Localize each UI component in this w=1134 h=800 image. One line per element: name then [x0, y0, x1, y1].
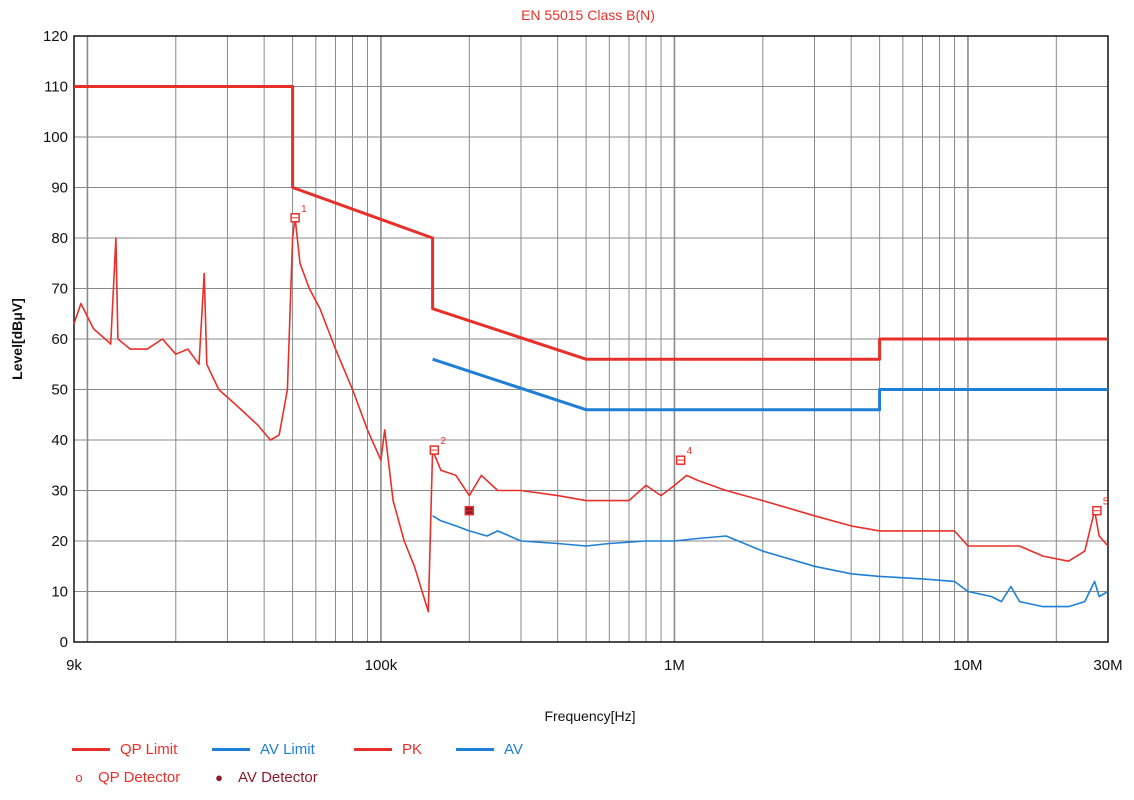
series-line-qp-limit: [74, 85, 1108, 361]
legend-label: QP Limit: [120, 741, 178, 758]
y-axis-ticks: 0 10 20 30 40 50 60 70 80 90 100 110 120: [43, 28, 68, 651]
legend-item-pk: PK: [354, 741, 422, 758]
x-axis-label: Frequency[Hz]: [544, 708, 635, 724]
x-tick-label: 9k: [66, 657, 82, 674]
y-tick-label: 80: [51, 230, 68, 247]
legend-label: PK: [402, 741, 423, 758]
chart-legend: QP Limit AV Limit PK AV o QP Detector ● AV Dete…: [72, 741, 632, 797]
x-tick-label: 1M: [664, 657, 685, 674]
x-tick-label: 100k: [365, 657, 398, 674]
legend-item-qp-detector: o QP Detector: [72, 769, 180, 786]
y-axis-label: Level[dBμV]: [9, 298, 25, 380]
y-tick-label: 120: [43, 28, 68, 45]
y-tick-label: 30: [51, 483, 68, 500]
legend-line-swatch: [212, 748, 250, 751]
marker-label: 4: [687, 446, 693, 457]
y-tick-label: 20: [51, 533, 68, 550]
y-tick-label: 100: [43, 129, 68, 146]
y-tick-label: 50: [51, 382, 68, 399]
legend-item-qp-limit: QP Limit: [72, 741, 177, 758]
y-tick-label: 10: [51, 584, 68, 601]
marker-label: 2: [440, 436, 446, 447]
marker-label: 1: [301, 204, 307, 215]
series-line-av-limit: [432, 357, 1108, 412]
y-tick-label: 0: [60, 634, 68, 651]
series-line-av: [432, 515, 1109, 608]
legend-line-swatch: [354, 748, 392, 751]
legend-label: AV Detector: [238, 769, 318, 786]
x-tick-label: 10M: [953, 657, 982, 674]
legend-label: AV Limit: [260, 741, 315, 758]
chart-title: EN 55015 Class B(N): [521, 7, 655, 23]
detector-markers: 1 2 4 5: [290, 204, 1109, 516]
y-tick-label: 60: [51, 331, 68, 348]
legend-item-av-detector: ● AV Detector: [212, 769, 318, 786]
legend-label: QP Detector: [98, 769, 181, 786]
y-tick-label: 40: [51, 432, 68, 449]
legend-marker-swatch: ●: [215, 770, 223, 785]
series-lines: [73, 85, 1109, 613]
y-tick-label: 90: [51, 180, 68, 197]
y-tick-label: 70: [51, 281, 68, 298]
emission-chart: EN 55015 Class B(N) 0 10 20 30 40 50 60 70 80 90 1…: [9, 7, 1123, 724]
legend-marker-swatch: o: [75, 770, 83, 785]
x-axis-ticks: 9k 100k 1M 10M 30M: [66, 657, 1123, 674]
legend-label: AV: [504, 741, 523, 758]
legend-line-swatch: [72, 748, 110, 751]
x-tick-label: 30M: [1093, 657, 1122, 674]
legend-item-av: AV: [456, 741, 523, 758]
series-line-pk: [73, 217, 1109, 613]
legend-line-swatch: [456, 748, 494, 751]
legend-item-av-limit: AV Limit: [212, 741, 315, 758]
marker-label: 5: [1103, 497, 1109, 508]
y-tick-label: 110: [44, 79, 68, 96]
